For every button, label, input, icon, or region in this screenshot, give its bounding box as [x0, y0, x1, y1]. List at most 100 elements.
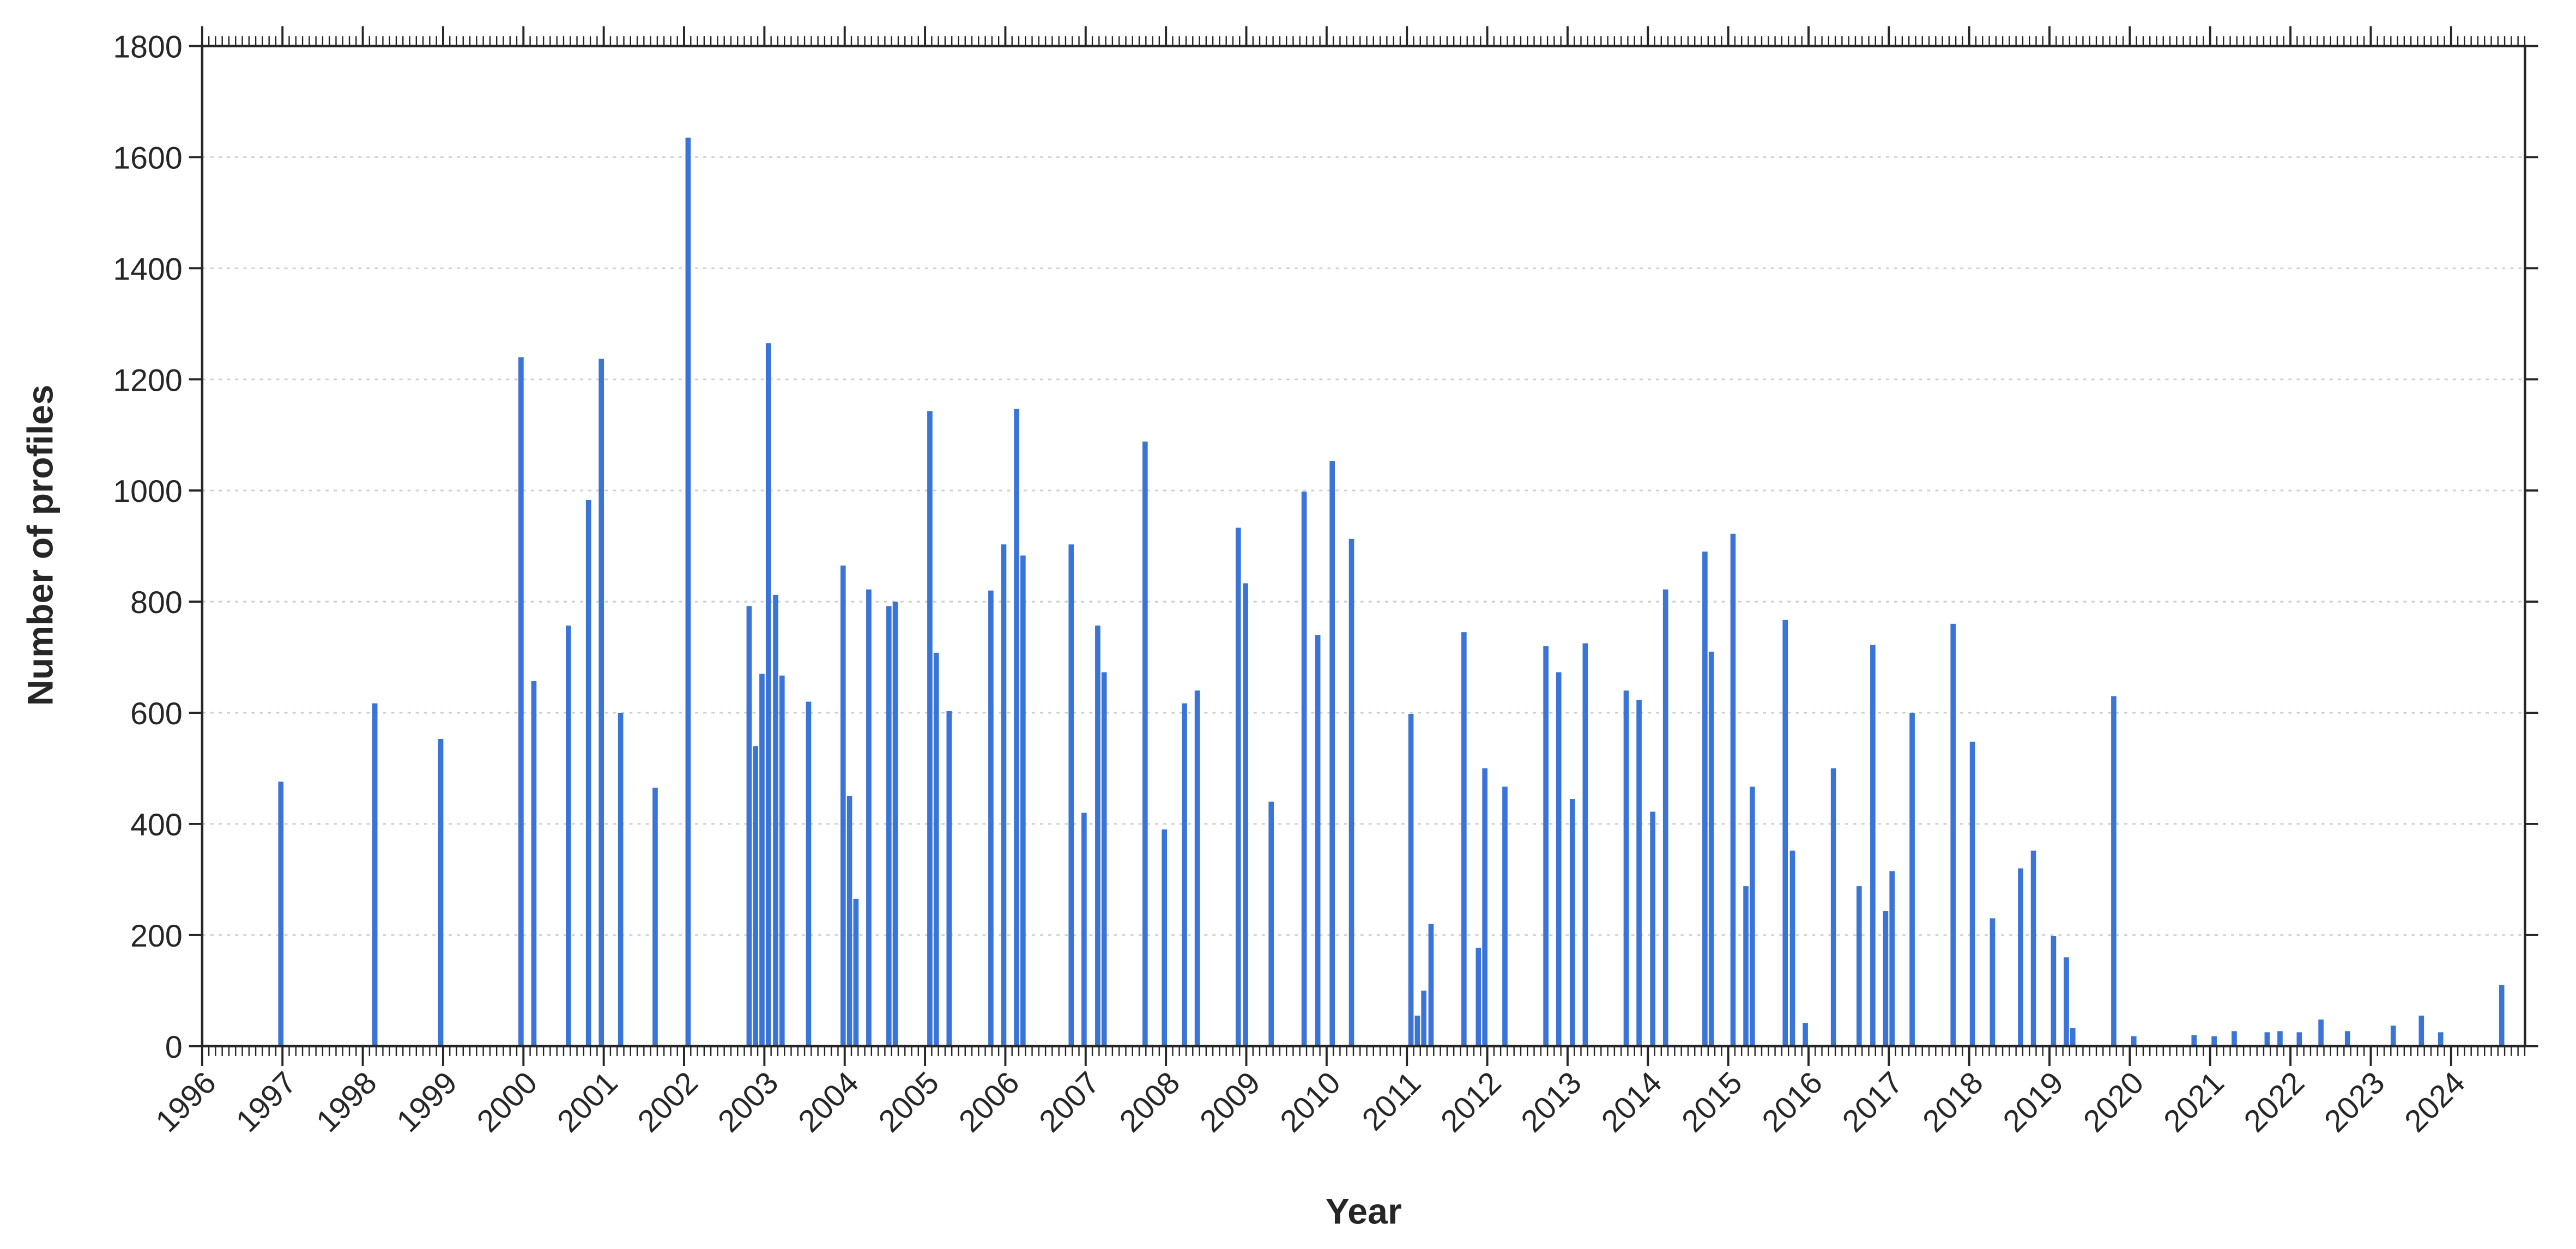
bar: [2232, 1031, 2237, 1046]
x-tick-label: 2023: [2318, 1065, 2391, 1139]
bar: [2438, 1032, 2444, 1046]
bar: [2018, 868, 2023, 1046]
bar: [1543, 646, 1549, 1046]
bar: [765, 343, 771, 1046]
y-tick-label: 200: [130, 919, 183, 954]
bar: [886, 606, 892, 1046]
bar: [1349, 538, 1354, 1046]
x-tick-label: 1999: [390, 1065, 464, 1139]
bar: [1020, 555, 1026, 1046]
x-tick-label: 2011: [1356, 1065, 1428, 1137]
bar: [2051, 936, 2057, 1046]
bar: [1095, 625, 1100, 1046]
x-tick-label: 2021: [2157, 1065, 2230, 1139]
x-tick-label: 2007: [1032, 1065, 1106, 1139]
x-axis-label: Year: [1326, 1191, 1402, 1232]
y-tick-label: 1400: [113, 252, 182, 287]
bar: [1950, 623, 1956, 1046]
bar: [1889, 871, 1895, 1046]
x-tick-label: 2010: [1274, 1065, 1347, 1139]
y-tick-label: 800: [130, 585, 183, 620]
x-tick-label: 1997: [229, 1065, 303, 1139]
y-tick-label: 600: [130, 696, 183, 731]
bar: [1636, 700, 1642, 1046]
y-tick-label: 0: [165, 1030, 183, 1065]
bar: [1582, 643, 1588, 1046]
x-tick-label: 2012: [1434, 1065, 1508, 1139]
bar: [988, 590, 994, 1046]
x-tick-label: 2019: [1997, 1065, 2070, 1139]
bar: [759, 674, 765, 1046]
bar: [846, 796, 852, 1046]
bar: [1476, 948, 1481, 1046]
bar: [1101, 672, 1107, 1046]
y-tick-label: 400: [130, 808, 183, 842]
bar: [565, 625, 571, 1046]
bar: [1803, 1022, 1808, 1046]
bar: [2131, 1036, 2137, 1046]
x-tick-label: 2009: [1193, 1065, 1267, 1139]
bar: [1623, 690, 1629, 1046]
bar: [1750, 786, 1755, 1046]
x-tick-label: 2018: [1916, 1065, 1990, 1139]
bar: [1502, 786, 1508, 1046]
bar: [2318, 1019, 2324, 1046]
bar: [933, 652, 939, 1046]
bar: [1650, 811, 1655, 1046]
bar: [1782, 620, 1788, 1046]
bar: [2296, 1032, 2302, 1046]
bar: [1235, 528, 1241, 1046]
bar: [1789, 850, 1795, 1046]
x-tick-label: 1996: [149, 1065, 223, 1139]
bar: [1408, 714, 1414, 1046]
bar: [840, 565, 846, 1046]
y-tick-label: 1600: [113, 141, 182, 175]
x-tick-label: 2005: [872, 1065, 946, 1139]
bar: [1014, 409, 1019, 1046]
bar: [1142, 441, 1148, 1046]
bar: [1194, 690, 1200, 1046]
bar: [1883, 911, 1889, 1046]
bar: [518, 357, 524, 1046]
bar: [652, 787, 658, 1046]
x-tick-label: 2014: [1595, 1065, 1668, 1139]
bar: [1461, 632, 1467, 1046]
bar: [278, 781, 284, 1046]
bar: [1268, 802, 1274, 1046]
bar: [1909, 712, 1915, 1046]
bar: [598, 359, 604, 1046]
bar: [753, 746, 758, 1046]
bar: [1569, 799, 1575, 1046]
bar: [2191, 1035, 2197, 1046]
bar: [372, 703, 378, 1046]
bar: [773, 595, 778, 1046]
bar: [2211, 1036, 2217, 1046]
x-tick-label: 1998: [310, 1065, 383, 1139]
bar: [892, 602, 898, 1046]
bar: [1329, 461, 1335, 1046]
bar: [1315, 635, 1321, 1046]
bar: [1990, 918, 1996, 1046]
y-tick-label: 1800: [113, 29, 182, 64]
x-tick-label: 2022: [2238, 1065, 2311, 1139]
bar: [1702, 551, 1708, 1046]
bar: [2277, 1031, 2283, 1046]
x-tick-label: 2006: [952, 1065, 1026, 1139]
bar: [585, 500, 591, 1046]
x-tick-label: 2004: [791, 1065, 865, 1139]
y-tick-label: 1000: [113, 474, 182, 509]
bar: [1428, 924, 1434, 1046]
bar: [1730, 533, 1736, 1046]
y-axis-label: Number of profiles: [21, 385, 61, 706]
x-tick-label: 2002: [631, 1065, 705, 1139]
plot-frame: [201, 45, 2526, 1048]
x-tick-label: 2013: [1515, 1065, 1588, 1139]
bar: [1068, 544, 1074, 1046]
bar: [2499, 985, 2505, 1046]
bar: [1556, 672, 1562, 1046]
bar: [1081, 813, 1087, 1046]
x-tick-label: 2008: [1113, 1065, 1187, 1139]
y-tick-label: 1200: [113, 363, 182, 398]
